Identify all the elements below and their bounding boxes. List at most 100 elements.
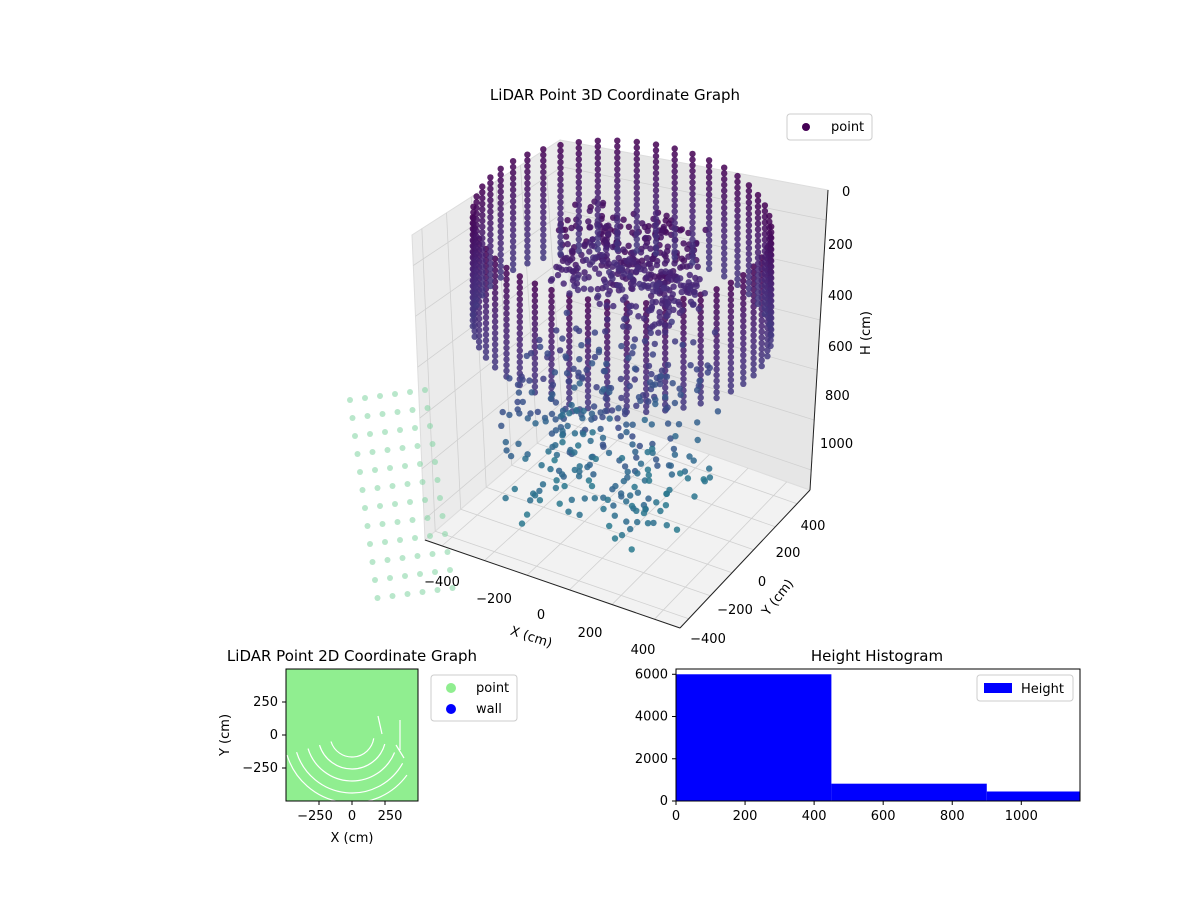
data-point — [652, 147, 660, 154]
data-point — [671, 179, 678, 187]
data-point — [540, 203, 547, 210]
data-point — [689, 236, 696, 243]
data-point — [584, 338, 592, 345]
data-point — [384, 557, 391, 563]
data-point — [662, 502, 670, 509]
data-point — [600, 258, 607, 265]
data-point — [516, 324, 523, 331]
chart-3d-title: LiDAR Point 3D Coordinate Graph — [490, 86, 740, 104]
data-point — [623, 345, 630, 353]
data-point — [668, 471, 676, 478]
data-point — [734, 275, 741, 283]
data-point — [506, 411, 513, 419]
data-point — [633, 178, 640, 186]
data-point — [473, 302, 480, 309]
data-point — [594, 166, 601, 173]
data-point — [542, 418, 549, 425]
data-point — [727, 353, 735, 361]
data-point — [705, 242, 713, 250]
data-point — [750, 337, 757, 345]
scan-ring — [296, 751, 404, 794]
data-point — [761, 219, 769, 226]
data-point — [721, 210, 728, 217]
data-point — [745, 250, 753, 258]
data-point — [663, 405, 670, 413]
data-point — [444, 549, 451, 555]
data-point — [628, 502, 636, 510]
scan-ring — [286, 754, 408, 804]
data-point — [689, 162, 696, 169]
data-point — [566, 343, 573, 351]
data-point — [497, 182, 504, 190]
chart-2d-legend: point wall — [430, 674, 518, 722]
data-point — [761, 207, 769, 215]
data-point — [697, 394, 704, 401]
data-point — [594, 285, 601, 293]
data-point — [745, 233, 753, 240]
data-point — [644, 466, 652, 473]
data-point — [524, 157, 531, 164]
data-point — [491, 307, 499, 314]
data-point — [479, 229, 486, 236]
data-point — [614, 415, 621, 422]
data-point — [503, 310, 510, 317]
data-point — [576, 380, 583, 387]
data-point — [754, 226, 762, 233]
data-point — [620, 216, 627, 223]
data-point — [740, 369, 747, 376]
data-point — [667, 435, 674, 442]
data-point — [665, 303, 672, 310]
data-point — [766, 321, 773, 328]
y-tick-label: 6000 — [635, 667, 668, 682]
legend-label-point: point — [476, 681, 509, 696]
data-point — [503, 281, 510, 289]
data-point — [469, 317, 476, 324]
data-point — [727, 279, 735, 286]
data-point — [588, 416, 595, 423]
y-axis-line — [679, 489, 811, 629]
data-point — [487, 242, 494, 250]
data-point — [652, 152, 660, 160]
data-point — [606, 415, 613, 422]
data-point — [518, 520, 526, 527]
grid-line — [421, 228, 436, 532]
data-point — [516, 290, 523, 297]
data-point — [671, 399, 679, 407]
data-point — [614, 177, 621, 184]
data-point — [531, 366, 539, 373]
data-point — [761, 305, 769, 312]
data-point — [727, 319, 735, 326]
data-point — [689, 225, 696, 232]
data-point — [540, 157, 547, 164]
data-point — [663, 522, 670, 529]
data-point — [384, 447, 391, 453]
data-point — [713, 383, 720, 390]
data-point — [377, 393, 383, 399]
data-point — [658, 367, 666, 374]
data-point — [697, 354, 704, 361]
data-point — [471, 333, 478, 340]
data-point — [643, 368, 650, 376]
data-point — [623, 518, 630, 525]
data-point — [680, 381, 687, 388]
data-point — [602, 278, 609, 286]
data-point — [614, 160, 621, 167]
data-point — [581, 269, 588, 276]
data-point — [734, 172, 741, 180]
data-point — [689, 196, 696, 203]
legend-label-height: Height — [1021, 682, 1064, 697]
data-point — [491, 352, 499, 360]
data-point — [761, 299, 769, 306]
data-point — [768, 332, 775, 339]
data-point — [482, 325, 490, 333]
data-point — [734, 253, 741, 260]
data-point — [479, 183, 486, 190]
data-point — [479, 240, 486, 247]
data-point — [614, 183, 621, 190]
data-point — [653, 261, 661, 269]
chart-3d: LiDAR Point 3D Coordinate Graph −400 −20… — [347, 86, 874, 658]
data-point — [671, 225, 678, 232]
data-point — [670, 445, 678, 453]
data-point — [503, 350, 510, 357]
